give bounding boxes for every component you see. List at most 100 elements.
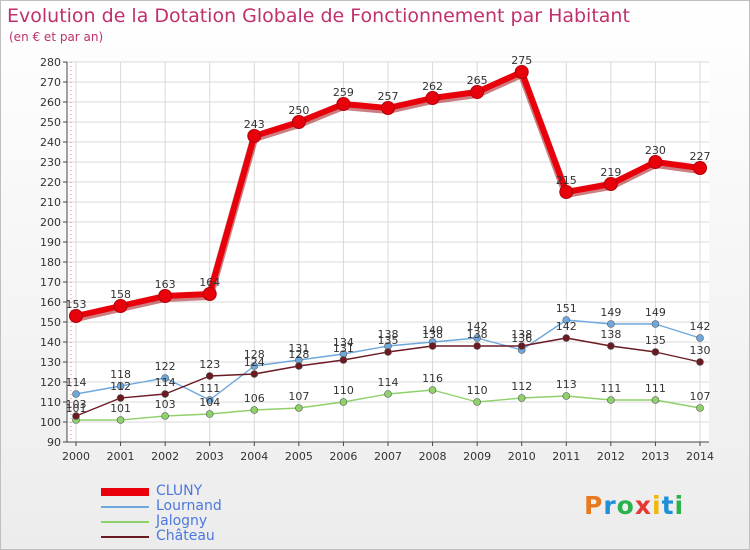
data-label: 153	[66, 298, 87, 311]
data-label: 114	[66, 376, 87, 389]
data-label: 134	[333, 336, 354, 349]
data-point	[116, 416, 125, 424]
x-tick-label: 2014	[686, 450, 714, 463]
data-point	[250, 370, 259, 378]
logo-letter: x	[634, 491, 652, 520]
grid	[67, 61, 709, 443]
data-point	[607, 342, 615, 350]
data-label: 227	[690, 150, 711, 163]
data-label: 130	[690, 344, 711, 357]
data-point	[250, 406, 259, 414]
y-tick-label: 200	[40, 216, 61, 229]
data-point	[116, 394, 125, 402]
legend-label: Château	[156, 528, 215, 544]
data-point	[161, 374, 169, 382]
data-label: 111	[199, 382, 220, 395]
data-label: 124	[244, 356, 265, 369]
data-point	[72, 390, 80, 398]
data-point	[205, 372, 214, 380]
chart-subtitle: (en € et par an)	[9, 30, 104, 44]
data-point	[291, 115, 306, 129]
data-point	[562, 334, 571, 342]
data-label: 142	[690, 320, 711, 333]
y-tick-label: 240	[40, 136, 61, 149]
data-label: 250	[288, 104, 309, 117]
data-point	[473, 342, 481, 350]
logo-letter: P	[584, 491, 604, 520]
data-label: 138	[422, 328, 443, 341]
data-label: 259	[333, 86, 354, 99]
x-tick-label: 2001	[107, 450, 135, 463]
chart-title: Evolution de la Dotation Globale de Fonc…	[7, 5, 630, 27]
logo-letter: i	[652, 491, 662, 520]
data-label: 122	[155, 360, 176, 373]
x-tick-label: 2006	[329, 450, 357, 463]
data-point	[339, 356, 348, 364]
y-tick-label: 220	[40, 176, 61, 189]
data-label: 140	[422, 324, 443, 337]
data-label: 135	[378, 334, 399, 347]
data-label: 257	[378, 90, 399, 103]
data-label: 103	[155, 398, 176, 411]
data-label: 142	[556, 320, 577, 333]
data-label: 138	[378, 328, 399, 341]
data-label: 106	[244, 392, 265, 405]
data-label: 149	[600, 306, 621, 319]
data-label: 151	[556, 302, 577, 315]
data-label: 131	[288, 342, 309, 355]
y-tick-label: 280	[40, 56, 61, 69]
data-point	[339, 398, 348, 406]
data-point	[648, 155, 663, 169]
data-label: 112	[511, 380, 532, 393]
x-tick-label: 2009	[463, 450, 491, 463]
x-tick-label: 2007	[374, 450, 402, 463]
data-label: 107	[288, 390, 309, 403]
data-point	[247, 129, 262, 143]
data-label: 111	[645, 382, 666, 395]
axes: 90 100 110 120 130 140 150 160 170 180 190 200 210 22…	[40, 56, 714, 463]
data-label: 215	[556, 174, 577, 187]
y-tick-label: 140	[40, 336, 61, 349]
legend-swatch	[101, 488, 149, 496]
data-label: 123	[199, 358, 220, 371]
y-tick-label: 230	[40, 156, 61, 169]
legend-label: Jalogny	[156, 513, 208, 529]
legend-swatch	[101, 521, 149, 523]
y-tick-label: 190	[40, 236, 61, 249]
legend-label: Lournand	[156, 498, 222, 514]
data-point	[562, 392, 571, 400]
data-point	[72, 412, 80, 420]
data-point	[202, 287, 217, 301]
x-tick-label: 2004	[240, 450, 268, 463]
data-label: 243	[244, 118, 265, 131]
proxiti-logo: Proxiti	[584, 491, 684, 520]
data-label: 262	[422, 80, 443, 93]
data-point	[607, 320, 615, 328]
data-label: 138	[511, 328, 532, 341]
y-tick-label: 110	[40, 396, 61, 409]
y-tick-label: 170	[40, 276, 61, 289]
y-tick-label: 180	[40, 256, 61, 269]
data-point	[428, 342, 437, 350]
data-point	[158, 289, 173, 303]
data-point	[384, 390, 392, 398]
data-point	[336, 97, 351, 111]
data-label: 275	[511, 54, 532, 67]
legend-swatch	[101, 506, 149, 508]
data-label: 230	[645, 144, 666, 157]
y-tick-label: 160	[40, 296, 61, 309]
data-label: 118	[110, 368, 131, 381]
data-point	[603, 177, 618, 191]
data-point	[295, 404, 303, 412]
series	[69, 65, 707, 424]
data-point	[651, 396, 660, 404]
data-point	[562, 316, 571, 324]
data-label: 138	[467, 328, 488, 341]
y-tick-label: 250	[40, 116, 61, 129]
data-point	[205, 396, 214, 404]
data-label: 163	[155, 278, 176, 291]
logo-letter: t	[661, 491, 675, 520]
